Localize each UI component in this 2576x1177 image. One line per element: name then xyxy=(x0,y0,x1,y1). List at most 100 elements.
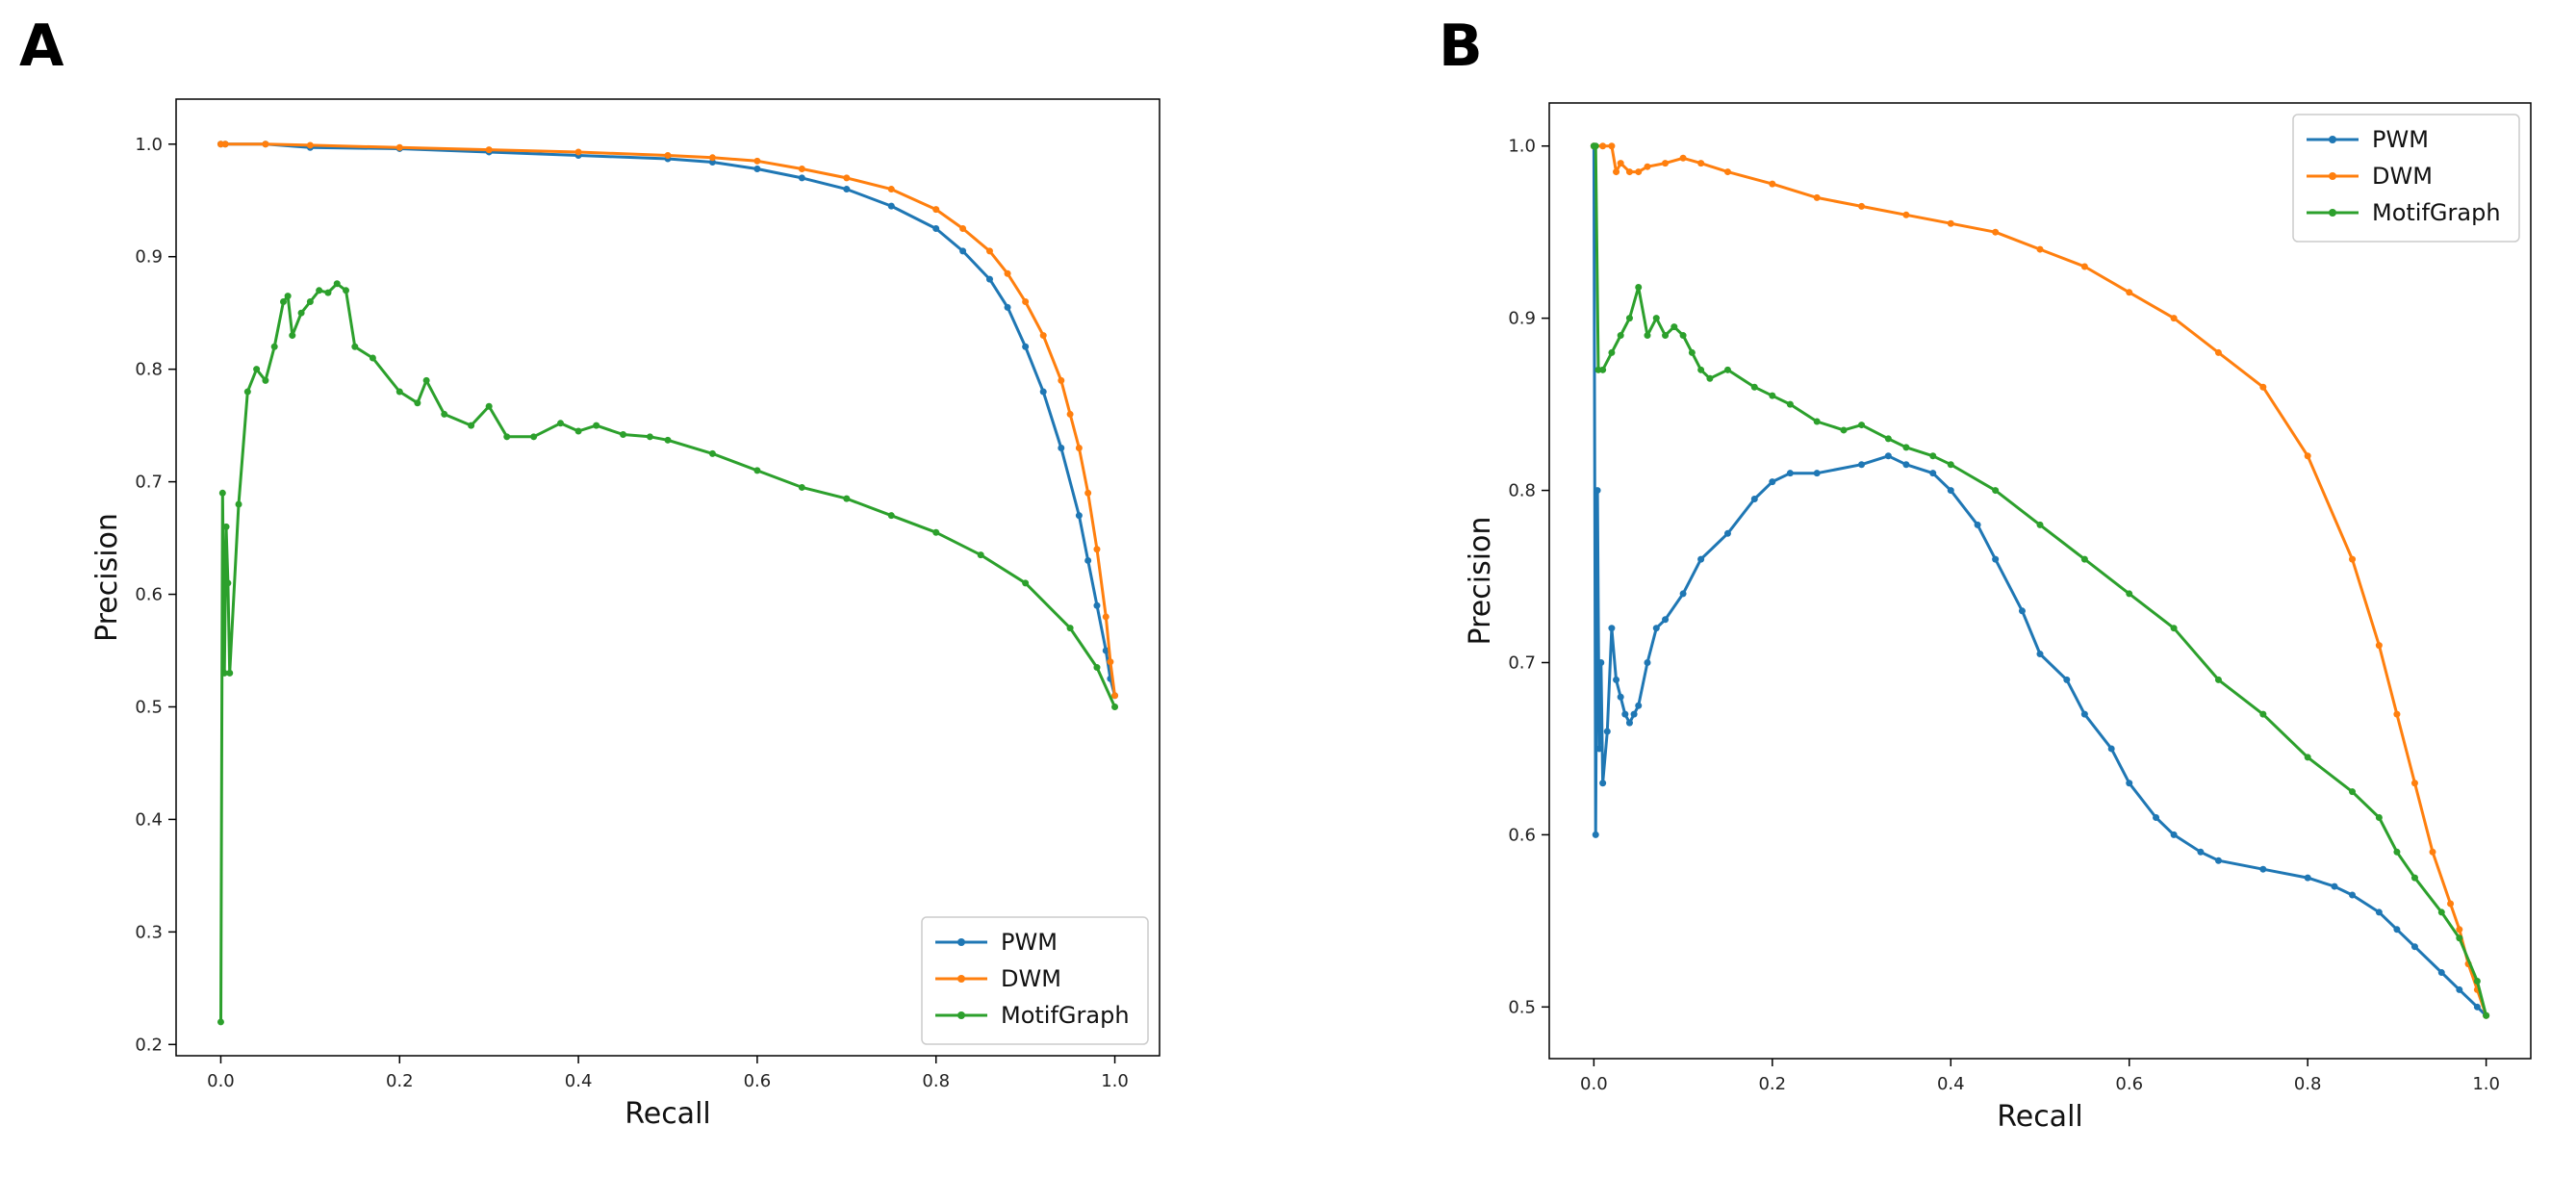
data-point-dwm xyxy=(1093,546,1101,553)
data-point-pwm xyxy=(2437,969,2445,977)
data-point-pwm xyxy=(1592,831,1599,838)
data-point-dwm xyxy=(932,206,940,214)
data-point-pwm xyxy=(1039,388,1047,396)
data-point-motifgraph xyxy=(1599,366,1607,373)
data-point-motifgraph xyxy=(243,388,251,396)
data-point-motifgraph xyxy=(887,512,895,520)
data-point-motifgraph xyxy=(226,669,234,677)
data-point-dwm xyxy=(708,154,716,162)
y-tick-label: 0.4 xyxy=(135,809,163,830)
data-point-motifgraph xyxy=(2304,754,2311,761)
data-point-dwm xyxy=(2456,926,2463,934)
data-point-pwm xyxy=(1679,590,1687,598)
data-point-dwm xyxy=(1662,160,1670,167)
data-point-dwm xyxy=(798,166,805,173)
data-point-motifgraph xyxy=(224,579,232,587)
y-axis-title: Precision xyxy=(1464,517,1497,646)
data-point-motifgraph xyxy=(1813,418,1821,425)
data-point-motifgraph xyxy=(333,280,341,288)
data-point-pwm xyxy=(1786,470,1794,477)
data-point-dwm xyxy=(1599,142,1607,150)
data-point-pwm xyxy=(1084,556,1092,564)
panel-label-a: A xyxy=(19,13,64,80)
series-line-pwm xyxy=(1592,145,2487,1017)
legend-label-dwm: DWM xyxy=(1001,965,1061,992)
y-tick-label: 0.8 xyxy=(1508,481,1536,501)
data-point-dwm xyxy=(1769,180,1776,188)
data-point-dwm xyxy=(664,151,672,159)
data-point-motifgraph xyxy=(1635,283,1643,291)
data-point-motifgraph xyxy=(1625,315,1633,322)
legend-marker-pwm xyxy=(957,938,965,946)
data-point-motifgraph xyxy=(2456,934,2463,942)
data-point-dwm xyxy=(1084,489,1092,497)
data-point-dwm xyxy=(1644,163,1651,170)
data-point-pwm xyxy=(843,186,851,193)
x-axis-title: Recall xyxy=(625,1097,711,1131)
data-point-motifgraph xyxy=(235,500,242,508)
data-point-dwm xyxy=(1107,658,1114,666)
data-point-motifgraph xyxy=(1679,332,1687,340)
data-point-pwm xyxy=(1769,478,1776,486)
y-tick-label: 0.5 xyxy=(1508,997,1536,1017)
data-point-motifgraph xyxy=(1947,461,1954,469)
legend-marker-motifgraph xyxy=(2329,209,2336,217)
data-point-dwm xyxy=(2170,315,2178,322)
data-point-pwm xyxy=(1697,555,1705,563)
data-point-dwm xyxy=(1947,219,1954,227)
y-tick-label: 0.9 xyxy=(1508,309,1536,329)
data-point-motifgraph xyxy=(1066,625,1074,632)
data-point-pwm xyxy=(2080,710,2088,718)
data-point-motifgraph xyxy=(2483,1011,2490,1019)
data-point-dwm xyxy=(574,148,582,156)
data-point-dwm xyxy=(1004,269,1011,277)
data-point-pwm xyxy=(2036,651,2044,658)
data-point-dwm xyxy=(1635,168,1643,176)
data-point-pwm xyxy=(1630,710,1638,718)
data-point-motifgraph xyxy=(1662,332,1670,340)
data-point-motifgraph xyxy=(422,376,430,384)
data-point-pwm xyxy=(1599,780,1607,787)
data-point-pwm xyxy=(887,202,895,210)
legend-label-pwm: PWM xyxy=(1001,929,1058,956)
data-point-pwm xyxy=(1635,702,1643,709)
x-tick-label: 1.0 xyxy=(1101,1071,1129,1091)
data-point-motifgraph xyxy=(753,467,761,474)
data-point-pwm xyxy=(1813,470,1821,477)
data-point-dwm xyxy=(1111,692,1119,700)
data-point-pwm xyxy=(2153,814,2160,822)
data-point-dwm xyxy=(843,174,851,182)
data-point-dwm xyxy=(2080,263,2088,270)
data-point-pwm xyxy=(1929,470,1937,477)
data-point-pwm xyxy=(1723,529,1731,537)
data-point-dwm xyxy=(1022,297,1030,305)
data-point-dwm xyxy=(1679,154,1687,162)
data-point-motifgraph xyxy=(664,436,672,444)
legend-box xyxy=(2292,114,2520,243)
legend: PWM DWM MotifGraph xyxy=(2292,114,2520,243)
legend-label-motifgraph: MotifGraph xyxy=(2372,199,2501,226)
data-point-motifgraph xyxy=(708,449,716,457)
data-point-pwm xyxy=(1102,647,1109,654)
data-point-motifgraph xyxy=(369,354,376,362)
data-point-pwm xyxy=(1004,303,1011,311)
legend-label-pwm: PWM xyxy=(2372,126,2429,153)
legend-label-dwm: DWM xyxy=(2372,163,2433,190)
data-point-dwm xyxy=(1608,142,1616,150)
data-point-dwm xyxy=(1902,211,1910,218)
data-point-pwm xyxy=(2107,745,2115,753)
data-point-motifgraph xyxy=(2214,676,2222,683)
data-point-motifgraph xyxy=(1992,487,2000,495)
data-point-motifgraph xyxy=(1840,426,1848,434)
data-point-dwm xyxy=(2410,780,2418,787)
data-point-pwm xyxy=(959,247,967,255)
data-point-motifgraph xyxy=(530,433,538,441)
data-point-dwm xyxy=(306,141,314,149)
data-point-dwm xyxy=(1039,332,1047,340)
data-point-motifgraph xyxy=(1022,579,1030,587)
data-point-motifgraph xyxy=(1769,392,1776,399)
x-tick-label: 1.0 xyxy=(2472,1074,2500,1094)
data-point-pwm xyxy=(1617,693,1624,701)
data-point-pwm xyxy=(1662,616,1670,624)
data-point-dwm xyxy=(2036,245,2044,253)
